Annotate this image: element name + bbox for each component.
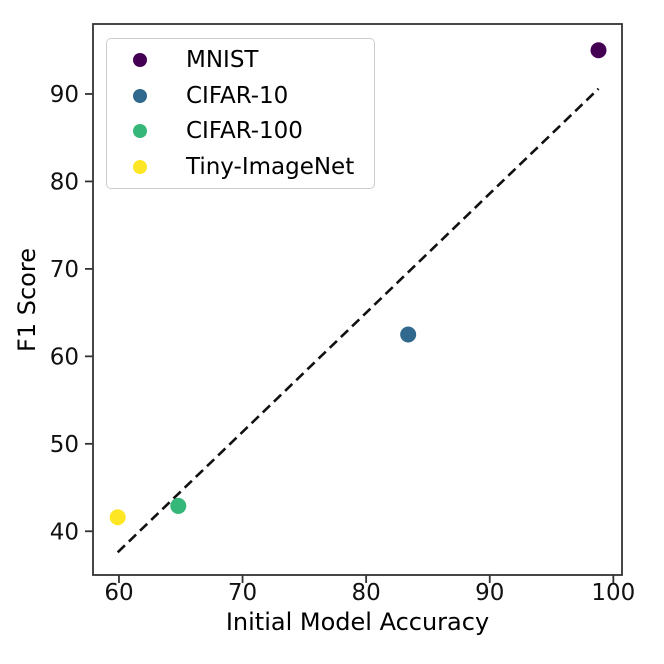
scatter-point-mnist: [590, 42, 607, 59]
legend-marker-mnist: [133, 52, 147, 67]
y-tick-label: 50: [50, 432, 79, 458]
x-tick-label: 80: [352, 580, 381, 606]
x-tick-label: 60: [104, 580, 133, 606]
y-tick-label: 40: [50, 519, 79, 545]
y-tick-label: 90: [50, 82, 79, 108]
legend-item-mnist: MNIST: [107, 43, 374, 77]
x-tick-label: 70: [228, 580, 257, 606]
legend: MNIST CIFAR-10 CIFAR-100 Tiny-ImageNet: [106, 38, 375, 189]
y-tick-label: 60: [50, 344, 79, 370]
legend-label-tiny-imagenet: Tiny-ImageNet: [186, 154, 355, 181]
scatter-point-cifar-100: [170, 497, 187, 514]
legend-marker-cifar10: [133, 88, 147, 103]
legend-item-cifar10: CIFAR-10: [107, 79, 374, 113]
legend-item-cifar100: CIFAR-100: [107, 114, 374, 148]
y-tick-label: 70: [50, 257, 79, 283]
x-tick-label: 100: [591, 580, 635, 606]
y-axis-title: F1 Score: [13, 248, 41, 352]
legend-item-tiny-imagenet: Tiny-ImageNet: [107, 150, 374, 184]
legend-label-cifar10: CIFAR-10: [186, 82, 289, 109]
legend-marker-cifar100: [133, 124, 147, 139]
x-tick-label: 90: [475, 580, 504, 606]
legend-marker-tiny-imagenet: [133, 160, 147, 175]
x-axis-title: Initial Model Accuracy: [225, 608, 490, 636]
y-tick-label: 80: [50, 169, 79, 195]
legend-label-mnist: MNIST: [186, 46, 259, 73]
legend-label-cifar100: CIFAR-100: [186, 118, 303, 145]
fit-line: [116, 87, 600, 554]
scatter-point-cifar-10: [400, 326, 417, 343]
scatter-point-tiny-imagenet: [109, 509, 126, 526]
plot-border: [92, 23, 623, 576]
